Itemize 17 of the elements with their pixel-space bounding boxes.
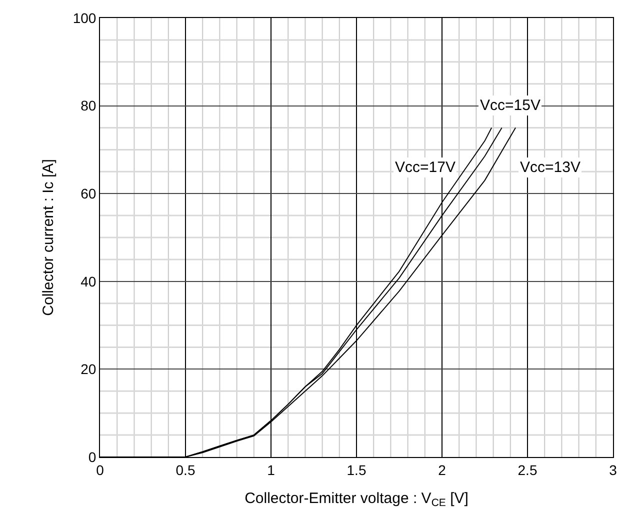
x-axis-title: Collector-Emitter voltage : V$_{CE}$ [V] [244, 490, 468, 509]
x-tick-label: 1.5 [346, 462, 366, 478]
x-tick-label: 2 [438, 462, 446, 478]
x-tick-label: 0.5 [176, 462, 196, 478]
y-tick-label: 20 [80, 361, 96, 378]
y-tick-label: 0 [88, 448, 96, 465]
x-tick-label: 1 [267, 462, 276, 478]
y-tick-label: 100 [72, 10, 96, 26]
x-tick-label: 3 [609, 462, 618, 478]
series-label: Vcc=13V [520, 159, 580, 176]
series-label: Vcc=15V [480, 97, 540, 114]
y-axis-title: Collector current : Ic [A] [40, 159, 58, 316]
x-tick-label: 2.5 [518, 462, 538, 478]
series-label: Vcc=17V [395, 159, 456, 176]
y-tick-label: 60 [80, 186, 96, 202]
y-tick-label: 80 [80, 98, 96, 114]
y-tick-label: 40 [80, 273, 96, 290]
